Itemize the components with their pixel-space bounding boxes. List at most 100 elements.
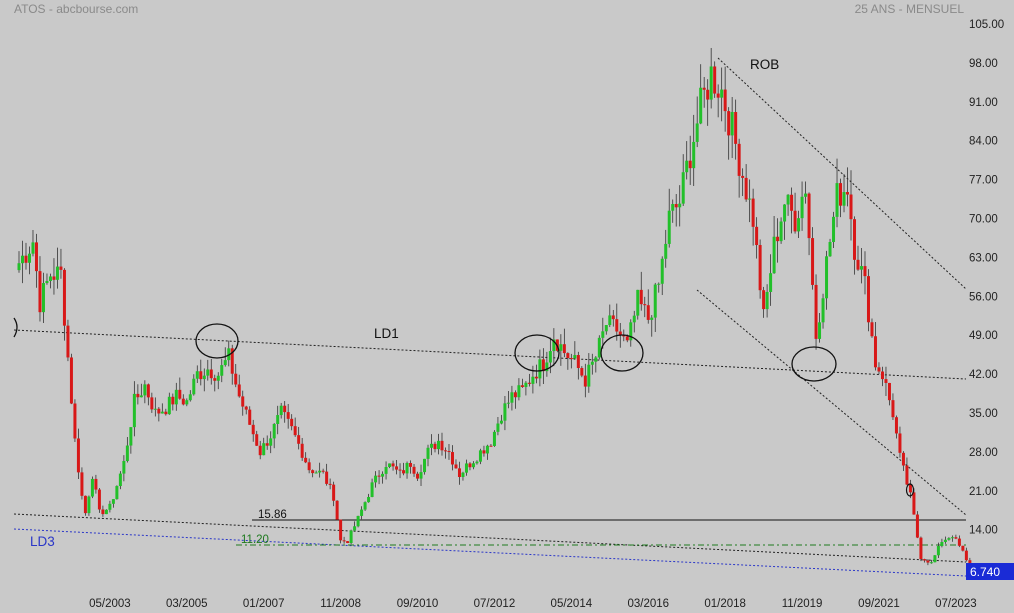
y-tick-label: 35.00: [969, 408, 998, 420]
candle-down: [300, 443, 304, 458]
candle-up: [111, 499, 115, 504]
candle-down: [69, 357, 73, 404]
candle-down: [513, 392, 517, 398]
candle-down: [447, 451, 451, 453]
x-tick-label: 05/2003: [89, 598, 131, 610]
candle-up: [167, 396, 171, 415]
candle-up: [370, 482, 374, 497]
candle-down: [241, 396, 245, 407]
candle-down: [73, 403, 77, 439]
candle-up: [27, 253, 31, 263]
candle-down: [335, 500, 339, 520]
x-tick-label: 07/2012: [474, 598, 516, 610]
x-tick-label: 05/2014: [551, 598, 593, 610]
candle-up: [223, 360, 227, 366]
candle-up: [587, 364, 591, 387]
candle-up: [363, 502, 367, 510]
candle-down: [377, 475, 381, 477]
candle-down: [136, 393, 140, 398]
candle-down: [398, 469, 402, 471]
candle-up: [524, 382, 528, 388]
candle-down: [744, 177, 748, 200]
candle-up: [667, 210, 671, 244]
candle-down: [737, 143, 741, 176]
candle-down: [908, 484, 912, 493]
candle-down: [706, 89, 710, 100]
candle-down: [905, 465, 909, 485]
candle-down: [713, 66, 717, 94]
candle-up: [545, 362, 549, 372]
candle-down: [926, 560, 930, 563]
candle-down: [915, 514, 919, 538]
candle-down: [321, 470, 325, 472]
candle-up: [800, 196, 804, 219]
candle-up: [20, 255, 24, 264]
candle-down: [248, 409, 252, 425]
candle-up: [678, 203, 682, 208]
candle-up: [475, 461, 479, 464]
candle-down: [255, 434, 259, 446]
candle-up: [828, 242, 832, 257]
candle-down: [265, 443, 269, 446]
candle-down: [38, 271, 42, 313]
candle-down: [615, 319, 619, 332]
candle-down: [97, 489, 101, 510]
candle-down: [409, 462, 413, 467]
candle-down: [157, 408, 161, 414]
candle-up: [818, 322, 822, 339]
candle-up: [943, 539, 947, 543]
candle-up: [681, 172, 685, 204]
candle-down: [443, 450, 447, 452]
candle-up: [825, 256, 829, 299]
candle-up: [940, 542, 944, 547]
x-tick-label: 03/2005: [166, 598, 208, 610]
candle-up: [671, 204, 675, 211]
candle-down: [391, 463, 395, 467]
candle-up: [929, 562, 933, 564]
candle-up: [202, 375, 206, 380]
candle-up: [636, 289, 640, 316]
candle-down: [898, 433, 902, 453]
candle-down: [416, 473, 420, 479]
candle-down: [412, 466, 416, 474]
candle-down: [625, 336, 629, 341]
rob-label: ROB: [750, 57, 779, 72]
candle-down: [776, 236, 780, 242]
x-tick-label: 11/2019: [782, 598, 823, 610]
candle-up: [153, 408, 157, 410]
y-tick-label: 21.00: [969, 486, 998, 498]
candle-up: [699, 87, 703, 124]
candle-up: [471, 463, 475, 468]
candle-up: [538, 359, 542, 379]
candle-up: [276, 415, 280, 424]
candle-down: [870, 322, 874, 337]
candle-down: [402, 470, 406, 474]
candle-up: [115, 486, 119, 500]
candle-up: [590, 361, 594, 365]
last-price-value: 6.740: [970, 565, 1000, 579]
candle-up: [419, 472, 423, 479]
x-tick-label: 01/2018: [704, 598, 746, 610]
candle-down: [293, 426, 297, 436]
candle-up: [388, 463, 392, 468]
candle-down: [814, 284, 818, 339]
x-tick-label: 11/2008: [320, 598, 361, 610]
candle-down: [856, 259, 860, 270]
candle-up: [139, 395, 143, 398]
candle-up: [608, 315, 612, 326]
highlight-circle: [600, 334, 644, 372]
candle-down: [880, 371, 884, 380]
candle-down: [258, 445, 262, 456]
candle-up: [227, 348, 231, 361]
candle-up: [279, 405, 283, 416]
candle-up: [405, 462, 409, 474]
candle-down: [755, 226, 759, 246]
ld3-trendline: [13, 528, 967, 577]
candle-up: [496, 423, 500, 432]
y-tick-label: 42.00: [969, 369, 998, 381]
candle-up: [660, 258, 664, 284]
candle-down: [62, 269, 66, 326]
candle-up: [842, 192, 846, 206]
candle-up: [272, 423, 276, 439]
